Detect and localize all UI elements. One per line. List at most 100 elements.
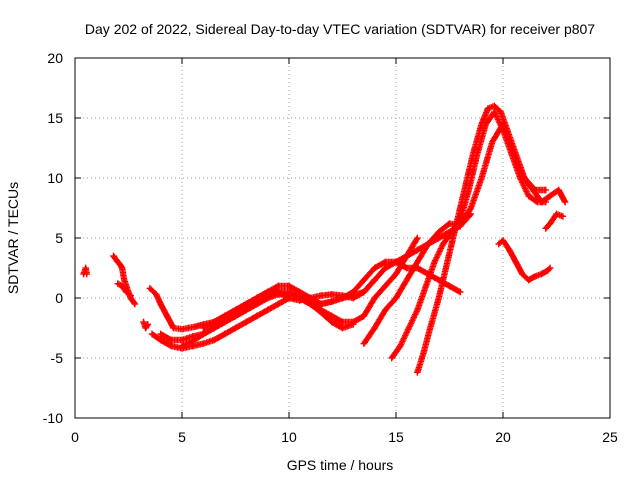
y-tick-label: 5 (55, 230, 63, 246)
data-point (157, 330, 164, 338)
series-track-n (542, 210, 567, 232)
data-point (414, 369, 421, 376)
data-point (210, 324, 218, 332)
data-point (499, 237, 507, 244)
data-point (285, 282, 293, 290)
data-point (424, 240, 432, 248)
data-point (491, 102, 498, 110)
data-point (168, 342, 175, 350)
data-point (243, 306, 250, 314)
data-point (542, 186, 549, 194)
data-point (178, 342, 186, 350)
data-point (504, 126, 511, 134)
data-point (178, 326, 186, 333)
data-point (382, 258, 389, 266)
data-point (328, 291, 335, 298)
data-point (538, 270, 545, 278)
data-point (275, 288, 282, 296)
data-point (191, 323, 199, 330)
data-point (317, 300, 325, 308)
data-point (148, 330, 156, 338)
data-point (328, 318, 335, 326)
data-point (553, 210, 560, 218)
data-point (339, 318, 346, 326)
data-point (525, 192, 532, 200)
data-point (221, 318, 228, 326)
x-tick-label: 5 (178, 429, 186, 445)
data-point (360, 312, 368, 320)
data-point (512, 258, 520, 266)
data-point (422, 282, 430, 290)
data-point (121, 276, 128, 284)
y-tick-label: 20 (47, 50, 63, 66)
data-point (371, 294, 378, 302)
data-point (559, 213, 567, 220)
gridlines (75, 58, 610, 418)
data-point (114, 280, 121, 287)
data-point (221, 330, 228, 338)
data-point (328, 312, 335, 320)
data-point (200, 324, 207, 332)
data-point (157, 300, 164, 308)
data-point (457, 288, 464, 296)
data-point (285, 294, 293, 302)
data-point (200, 330, 207, 338)
data-point (210, 336, 218, 344)
data-point (296, 288, 303, 296)
y-tick-label: 15 (47, 110, 63, 126)
data-point (414, 234, 421, 242)
series-track-m (495, 237, 554, 284)
x-axis-label: GPS time / hours (287, 457, 394, 473)
data-point (478, 120, 485, 128)
data-point (392, 270, 400, 278)
data-point (405, 324, 413, 332)
data-point (542, 225, 549, 232)
x-tick-label: 0 (71, 429, 79, 445)
data-point (371, 324, 378, 332)
data-point (153, 291, 160, 298)
data-point (317, 306, 325, 314)
axis-ticks: 0 5 10 15 20 25 -10 -5 0 5 10 15 20 (43, 50, 618, 445)
data-point (185, 324, 192, 332)
data-point (307, 294, 314, 302)
data-point (360, 276, 368, 284)
data-point (546, 264, 554, 272)
data-point (170, 324, 177, 332)
y-tick-label: 10 (47, 170, 63, 186)
data-point (296, 297, 303, 304)
data-point (232, 306, 239, 314)
data-point (264, 306, 271, 314)
data-point (350, 318, 357, 326)
data-point (82, 264, 89, 272)
data-point (253, 294, 261, 302)
data-point (561, 198, 569, 206)
data-point (253, 300, 261, 308)
data-point (339, 292, 346, 299)
data-point (478, 174, 485, 182)
series-track-b (110, 252, 139, 308)
data-point (168, 336, 175, 344)
data-point (439, 240, 447, 248)
data-point (392, 258, 400, 266)
data-point (360, 288, 368, 296)
data-point (388, 354, 395, 362)
data-points-track-k (388, 108, 549, 362)
data-point (497, 108, 505, 116)
data-point (414, 258, 421, 266)
chart-title: Day 202 of 2022, Sidereal Day-to-day VTE… (85, 21, 595, 37)
data-point (189, 338, 196, 345)
data-point (116, 261, 124, 268)
x-tick-label: 10 (281, 429, 297, 445)
data-point (382, 306, 389, 314)
data-point (435, 294, 442, 302)
x-tick-label: 20 (495, 429, 511, 445)
series-track-i (200, 210, 475, 332)
data-point (140, 318, 147, 326)
y-axis-label: SDTVAR / TECUs (5, 182, 21, 294)
data-point (328, 298, 335, 305)
data-point (397, 342, 404, 350)
data-point (264, 294, 271, 302)
data-point (232, 324, 239, 332)
data-point (118, 282, 126, 290)
data-point (285, 288, 293, 296)
